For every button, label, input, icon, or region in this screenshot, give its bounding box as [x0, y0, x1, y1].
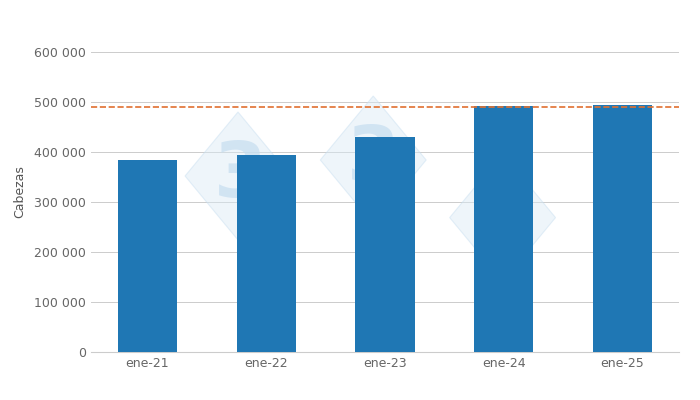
Bar — [237, 154, 296, 352]
Bar — [356, 137, 414, 352]
Polygon shape — [321, 96, 426, 224]
Polygon shape — [185, 112, 291, 240]
Y-axis label: Cabezas: Cabezas — [13, 166, 26, 218]
Polygon shape — [449, 154, 556, 282]
Bar — [118, 160, 177, 352]
Text: 3: 3 — [214, 139, 267, 213]
Bar — [474, 106, 533, 352]
Bar — [593, 104, 652, 352]
Text: 3: 3 — [346, 123, 400, 197]
Text: 3: 3 — [479, 181, 532, 254]
